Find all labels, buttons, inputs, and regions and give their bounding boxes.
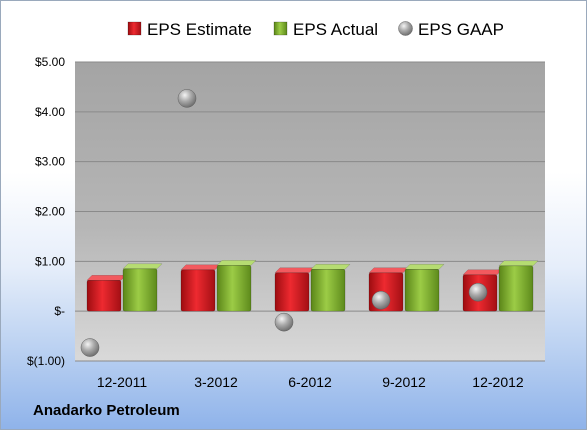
y-tick-label: $-: [54, 304, 65, 318]
bar: [404, 269, 440, 312]
bar-top: [498, 260, 539, 267]
bar-top: [180, 264, 221, 271]
legend-swatch: [398, 21, 413, 36]
data-point: [80, 338, 100, 357]
data-point: [371, 290, 391, 310]
data-point: [177, 89, 197, 108]
y-tick-label: $2.00: [35, 205, 65, 219]
data-point: [274, 312, 294, 332]
y-tick-label: $1.00: [35, 254, 65, 268]
bar-top: [310, 264, 351, 270]
legend-label: EPS Actual: [293, 20, 378, 39]
bar: [86, 279, 122, 312]
x-tick-label: 6-2012: [288, 374, 332, 390]
data-point: [468, 282, 488, 302]
bar-top: [404, 264, 445, 270]
bar: [498, 265, 534, 312]
y-tick-label: $(1.00): [27, 354, 65, 368]
x-tick-label: 12-2012: [472, 374, 524, 390]
y-tick-label: $4.00: [35, 105, 65, 119]
x-tick-label: 12-2011: [97, 374, 148, 390]
bar-top: [274, 267, 315, 274]
x-tick-label: 3-2012: [194, 374, 238, 390]
company-label: Anadarko Petroleum: [33, 402, 180, 419]
x-tick-label: 9-2012: [382, 374, 426, 390]
legend-swatch: [273, 21, 288, 36]
legend-label: EPS Estimate: [147, 20, 252, 39]
bar-top: [368, 267, 409, 274]
y-tick-label: $3.00: [35, 155, 65, 169]
bar: [310, 269, 346, 312]
bar: [122, 268, 158, 312]
legend-label: EPS GAAP: [418, 20, 504, 39]
bar-top: [462, 269, 503, 276]
bar-top: [122, 263, 163, 270]
y-tick-label: $5.00: [35, 55, 65, 69]
legend-swatch: [127, 21, 142, 36]
bar: [180, 269, 216, 312]
bar-top: [86, 275, 127, 281]
bar-top: [216, 260, 257, 266]
bar: [216, 265, 252, 312]
bar: [274, 272, 310, 312]
